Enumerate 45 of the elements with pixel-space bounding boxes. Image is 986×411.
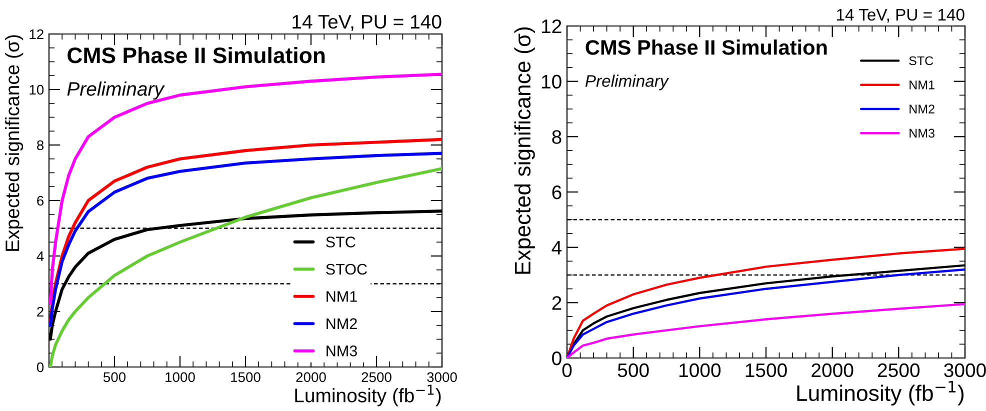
x-tick-label: 1500	[231, 372, 260, 382]
y-tick-label: 2	[552, 296, 562, 310]
legend-label: NM3	[910, 128, 934, 138]
x-axis-title: Luminosity (fb$^{−1}$)	[295, 384, 441, 406]
y-tick-label: 12	[30, 29, 44, 40]
legend-label: NM2	[326, 318, 357, 329]
y-tick-label: 2	[37, 306, 44, 317]
x-tick-label: 2500	[878, 363, 920, 378]
y-tick-label: 4	[552, 241, 562, 254]
x-tick-label: 3000	[944, 363, 986, 378]
x-tick-label: 1000	[680, 363, 721, 378]
x-tick-label: 1500	[746, 363, 787, 378]
y-axis-title: Expected significance (σ)	[5, 35, 24, 251]
x-tick-label: 2000	[812, 363, 854, 378]
chart-title: 14 TeV, PU = 140	[292, 14, 442, 31]
x-axis-title: Luminosity (fb$^{−1}$)	[797, 380, 964, 406]
legend-label: NM1	[326, 291, 357, 302]
y-tick-label: 6	[37, 196, 44, 206]
legend-label: STC	[909, 56, 934, 66]
x-tick-label: 3000	[427, 372, 457, 382]
x-tick-label: 1000	[166, 372, 195, 382]
legend-label: NM2	[910, 104, 934, 114]
x-tick-label: 2000	[296, 372, 326, 382]
x-tick-label: 500	[618, 363, 649, 378]
chart-title: 14 TeV, PU = 140	[836, 8, 964, 23]
y-tick-label: 8	[552, 130, 562, 144]
legend-label: NM1	[910, 80, 934, 90]
legend-label: STOC	[326, 264, 367, 275]
annotation: CMS Phase II Simulation	[68, 46, 325, 64]
legend-label: STC	[326, 236, 356, 248]
x-tick-label: 2500	[362, 372, 392, 382]
legend-label: NM3	[326, 346, 357, 356]
x-tick-label: 0	[562, 363, 572, 378]
y-tick-label: 0	[552, 351, 562, 366]
y-tick-label: 10	[30, 84, 44, 95]
x-tick-label: 500	[103, 372, 126, 382]
y-tick-label: 12	[542, 19, 562, 34]
annotation: CMS Phase II Simulation	[586, 40, 827, 55]
y-axis-title: Expected significance (σ)	[514, 27, 535, 274]
y-tick-label: 8	[37, 140, 44, 150]
y-tick-label: 10	[542, 74, 562, 89]
y-tick-label: 4	[36, 251, 44, 262]
y-tick-label: 6	[552, 185, 562, 200]
annotation: Preliminary	[67, 82, 165, 100]
annotation: Preliminary	[585, 74, 670, 90]
